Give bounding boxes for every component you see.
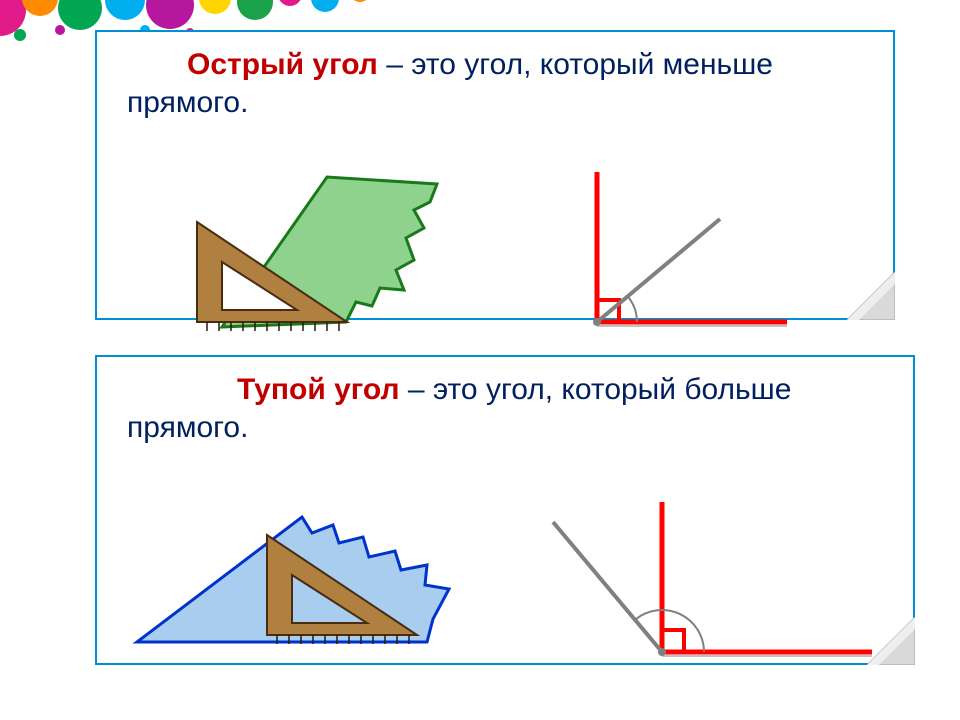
obtuse-definition: Тупой угол – это угол, который больше пр…	[97, 357, 913, 446]
corner-fold-icon	[847, 272, 895, 320]
panel-obtuse-angle: Тупой угол – это угол, который больше пр…	[95, 355, 915, 665]
acute-term: Острый угол	[187, 48, 378, 81]
panel-acute-angle: Острый угол – это угол, который меньше п…	[95, 30, 895, 320]
acute-definition: Острый угол – это угол, который меньше п…	[97, 32, 893, 121]
obtuse-term: Тупой угол	[237, 373, 400, 406]
obtuse-angle-diagram	[547, 482, 877, 672]
acute-angle-diagram	[557, 157, 837, 347]
obtuse-def-text: – это угол, который больше прямого.	[127, 373, 791, 444]
obtuse-paper-figure	[127, 507, 467, 667]
acute-paper-figure	[192, 172, 452, 342]
corner-fold-icon	[867, 617, 915, 665]
